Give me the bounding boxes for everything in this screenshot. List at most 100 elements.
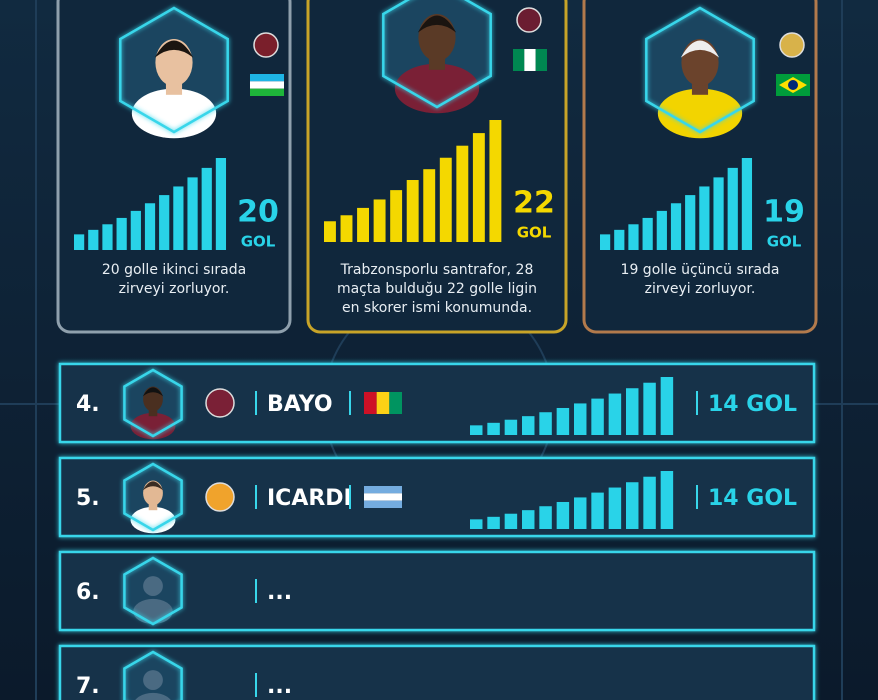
- card-frame: [306, 0, 568, 334]
- decor-bar: [608, 487, 622, 529]
- hair: [680, 40, 720, 58]
- flag-stripe: [250, 81, 284, 89]
- rank: 5.: [76, 486, 100, 511]
- decor-bar: [574, 403, 587, 435]
- podium-card: 22 GOL Trabzonsporlu santrafor, 28 maçta bu…: [306, 0, 568, 334]
- club-badge: [205, 388, 235, 418]
- flag-stripe: [364, 392, 377, 414]
- flag-stripe: [524, 49, 536, 71]
- decor-bar: [699, 186, 710, 250]
- decor-bar: [556, 407, 570, 435]
- decor-bar: [88, 229, 99, 250]
- decor-bar: [660, 471, 674, 529]
- decor-bar: [74, 234, 85, 250]
- decor-bar: [713, 177, 724, 250]
- goal-count: 22: [513, 186, 555, 221]
- decor-bar: [423, 169, 436, 242]
- decor-bar: [130, 210, 141, 250]
- hair: [417, 15, 457, 33]
- goal-total: 14 GOL: [708, 486, 797, 511]
- shirt: [394, 63, 480, 114]
- card-description: maçta bulduğu 22 golle ligin: [337, 281, 537, 297]
- shirt: [130, 412, 176, 440]
- card-description: 20 golle ikinci sırada: [102, 262, 246, 278]
- row-frame: [58, 456, 816, 538]
- decor-bar: [600, 234, 611, 250]
- ranking-row: 5. ICARDI 14 GOL: [58, 456, 816, 538]
- decor-bar: [539, 506, 552, 529]
- decor-bar: [643, 382, 656, 435]
- podium-card: 19 GOL 19 golle üçüncü sırada zirveyi zorlu…: [582, 0, 818, 334]
- club-badge: [779, 32, 805, 58]
- flag-stripe: [250, 88, 284, 96]
- goal-count: 19: [763, 195, 805, 230]
- decor-bar: [608, 393, 622, 435]
- silhouette-body: [135, 692, 171, 700]
- flag-globe: [788, 80, 798, 90]
- decor-bar: [591, 492, 604, 529]
- avatar-frame: [123, 368, 183, 438]
- card-description: zirveyi zorluyor.: [645, 281, 756, 297]
- decor-bar: [406, 180, 419, 242]
- card-description: en skorer ismi konumunda.: [342, 300, 532, 316]
- decor-bar: [470, 519, 483, 529]
- flag-stripe: [535, 49, 547, 71]
- podium-card: 20 GOL 20 golle ikinci sırada zirveyi zorlu…: [56, 0, 292, 334]
- club-badge: [205, 482, 235, 512]
- player-name: ICARDI: [267, 486, 352, 511]
- decor-bar: [324, 221, 336, 242]
- player-name: BAYO: [267, 392, 333, 417]
- decor-bar: [685, 195, 696, 250]
- rank: 4.: [76, 392, 100, 417]
- card-description: 19 golle üçüncü sırada: [621, 262, 780, 278]
- goal-count: 14: [708, 392, 739, 417]
- decor-bar: [487, 516, 500, 529]
- decor-bar: [116, 217, 127, 250]
- decor-bar: [727, 167, 738, 250]
- flag-stripe: [376, 392, 390, 414]
- card-description: Trabzonsporlu santrafor, 28: [340, 262, 534, 278]
- decor-bar: [741, 158, 753, 250]
- shirt: [657, 88, 743, 139]
- decor-bar: [470, 425, 483, 435]
- decor-bar: [390, 190, 403, 242]
- flag-stripe: [389, 392, 402, 414]
- hair: [142, 387, 164, 397]
- goal-unit: GOL: [517, 224, 552, 242]
- ranking-row: 4. BAYO 14 GOL: [58, 362, 816, 444]
- decor-bar: [574, 497, 587, 529]
- decor-bar: [472, 133, 485, 242]
- silhouette-head: [143, 670, 163, 690]
- decor-bar: [489, 120, 502, 242]
- hair: [154, 40, 194, 58]
- decor-bar: [539, 412, 552, 435]
- flag-stripe: [250, 74, 284, 82]
- decor-bar: [340, 215, 353, 242]
- decor-bar: [626, 388, 639, 435]
- club-badge: [253, 32, 279, 58]
- shirt: [131, 88, 217, 139]
- goal-total: 14 GOL: [708, 392, 797, 417]
- decor-bar: [556, 501, 570, 529]
- goal-count: 14: [708, 486, 739, 511]
- avatar-frame: [123, 650, 183, 700]
- shirt: [130, 506, 176, 534]
- flag-stripe: [364, 493, 402, 501]
- silhouette-body: [133, 598, 173, 625]
- card-frame: [582, 0, 818, 334]
- ranking-row: 7....: [58, 644, 816, 700]
- player-name: ...: [267, 580, 292, 605]
- decor-bar: [628, 224, 639, 250]
- goal-unit: GOL: [767, 233, 802, 251]
- hair: [142, 481, 164, 491]
- flag-stripe: [364, 486, 402, 494]
- decor-bar: [159, 195, 170, 250]
- flag-stripe: [513, 49, 525, 71]
- avatar-frame: [119, 6, 229, 134]
- club-badge: [516, 7, 542, 33]
- rank: 6.: [76, 580, 100, 605]
- decor-bar: [173, 186, 184, 250]
- decor-bar: [102, 224, 113, 250]
- decor-bar: [643, 476, 656, 529]
